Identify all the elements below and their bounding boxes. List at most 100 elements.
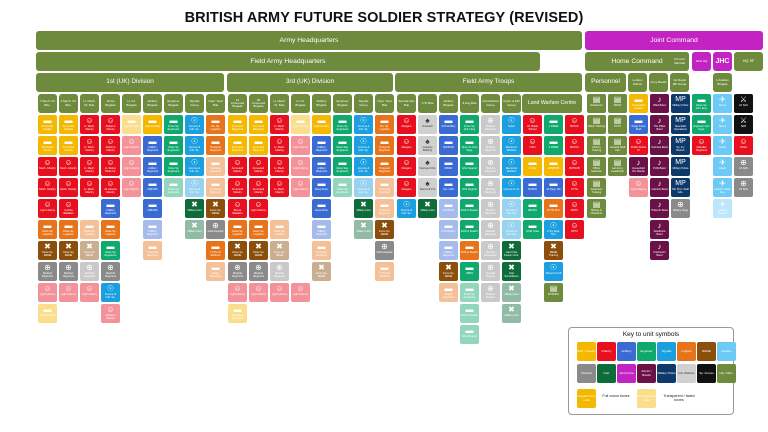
logistic-unit-icon: ▬ [211,137,220,146]
intel-unit-icon: ✖ [508,305,515,314]
unit-tile [291,199,310,218]
unit-label: Specialist Operations [674,125,687,131]
infantry-unit-icon: ☺ [85,116,94,125]
unit-column: ▬ Div. Sp. Logistics ▬ Transport Regiment ▬ T… [206,115,225,281]
unit-label: ARMOUR [547,167,560,170]
unit-label: Light Cavalry [39,314,56,317]
admin-unit-icon: ♪ [657,179,662,188]
unit-tile: ☉ Comms & Info. Sp. [185,136,204,155]
logistic-unit-icon: ▬ [380,179,389,188]
infantry-unit-icon: ☺ [43,200,52,209]
unit-tile: ☉ Comms & Info. Sp. [101,283,120,302]
artillery-unit-icon: ▬ [148,158,157,167]
reme-unit-icon: ✖ [234,242,241,251]
unit-tile: ☺ Light Infantry [80,283,99,302]
infantry-unit-icon: ☺ [402,137,411,146]
unit-tile: ♪ Sandhurst Band [650,220,669,239]
brigade-header: Lt. Mech. Inf. Bde. [80,94,99,113]
logistic-unit-icon: ▬ [317,242,326,251]
unit-tile: ✈ Recce [713,94,732,113]
infantry-unit-icon: ☺ [634,137,643,146]
logistic-unit-icon: ▬ [211,263,220,272]
army-bands-bar: Army Bands [649,73,668,92]
unit-label: Tac. UAS [443,188,454,191]
unit-tile: ☉ Comms & Info. Sp. [185,157,204,176]
unit-tile: ▤ Infantry Training [587,136,606,155]
unit-label: Transport Regiment [209,188,222,194]
unit-label: Medical Regiment [484,209,497,215]
unit-tile: ⊕ Medical Regiment [481,199,500,218]
unit-tile: ▬ Transport Regiment [375,199,394,218]
engineer-unit-icon: ▬ [465,200,474,209]
unit-label: Artillery Regiment [104,209,117,215]
admin-unit-icon: ♪ [657,158,662,167]
unit-tile: ☺ Inf. Battle School [523,115,542,134]
joint-command-bar: Joint Command [585,31,763,50]
unit-label: Comms & Info. Sp. [188,125,201,131]
unit-tile: ☺ Lt. Recce Strike Inf. [101,157,120,176]
unit-tile: ☺ Light Infantry [291,136,310,155]
brigade-header: Engineer Brigade [164,94,183,113]
provost-marshal-label: Provost Marshal [674,57,685,65]
unit-label: Comms & Info. Sp. [357,167,370,173]
logistic-unit-icon: ▬ [380,116,389,125]
unit-label: Outreach [422,125,433,128]
infantry-unit-icon: ☺ [254,284,263,293]
unit-tile: ⊕ Medical Regiment [249,262,268,281]
signals-unit-icon: ☉ [507,116,516,125]
hq-sf-label: HQ SF [742,59,755,64]
unit-label: Comms & Info. Sp. [505,230,518,236]
brigade-header: Special Ops Bde [397,94,416,113]
unit-tile: ▬ Light Cavalry [122,115,141,134]
unit-label: Light Infantry [124,146,139,149]
brigade-header: Lt. Mech. Inf. Bde. [270,94,289,113]
unit-label: 17 Port & Maritime [210,251,221,257]
unit-tile: ▬ Force Sp. (Infr.) Eng [460,115,479,134]
info-unit-icon: ♠ [425,116,430,125]
artillery-unit-icon: ▬ [317,179,326,188]
legend-swatch-admin: Admin / Bands [637,364,656,383]
unit-tile: ▬ REYDU [523,199,542,218]
infantry-unit-icon: ☺ [275,116,284,125]
unit-tile: ☺ Light Infantry [270,283,289,302]
logistic-unit-icon: ▬ [444,284,453,293]
unit-tile: ▬ Close Sp. Engineers [164,157,183,176]
unit-label: Comms & Info. Sp. [400,209,413,215]
unit-tile: MP Military Police [671,157,690,176]
unit-label: Comms & Info. Sp. [357,125,370,131]
signals-unit-icon: ☉ [359,137,368,146]
rac-unit-icon: ▬ [254,116,263,125]
strat-hq-label: Strat HQ [695,58,708,63]
unit-tile: ▬ 1 RSME [544,115,563,134]
unit-tile: ▤ RMAS [608,94,627,113]
unit-label: Airborne Infantry [105,146,116,152]
medical-unit-icon: ⊕ [487,242,494,251]
unit-tile: ▬ Transport Regiment [143,241,162,260]
unit-label: Engineer Geo Supp. [693,125,710,131]
unit-tile: ☺ Lt. Mech. Infantry [80,115,99,134]
medical-unit-icon: ⊕ [44,263,51,272]
unit-label: Medical Regiment [231,272,244,278]
brigade-header: 7 Mech. Inf. Bde. [38,94,57,113]
legend-swatch-signals: Signals [657,342,676,361]
rac-unit-icon: ▬ [43,137,52,146]
unit-tile: ✈ Recce [713,115,732,134]
brigade-header-label: Engineer Brigade [336,99,349,107]
infantry-unit-icon: ☺ [106,158,115,167]
unit-tile: ▤ UCTC [608,115,627,134]
unit-tile: ☺ Rangers [397,136,416,155]
unit-column: ☉ Comms & Info. Sp. ☉ Comms & Info. Sp. ☉ Com… [185,115,204,239]
infantry-unit-icon: ☺ [570,179,579,188]
artillery-unit-icon: ▬ [444,242,453,251]
infantry-unit-icon: ☺ [233,158,242,167]
unit-label: Enlistment [590,104,603,107]
infantry-unit-icon: ☺ [528,116,537,125]
reme-unit-icon: ✖ [44,242,51,251]
unit-label: Armoured Cavalry [41,146,54,152]
infantry-unit-icon: ☺ [697,137,706,146]
unit-label: General Staff Coll. [609,146,626,152]
legend-box: Key to unit symbols RAC / Cavalry Infantr… [568,327,736,415]
logistic-unit-icon: ▬ [380,137,389,146]
brigade-header-label: Artillery Brigade [443,99,454,107]
intel-unit-icon: ✖ [508,242,515,251]
